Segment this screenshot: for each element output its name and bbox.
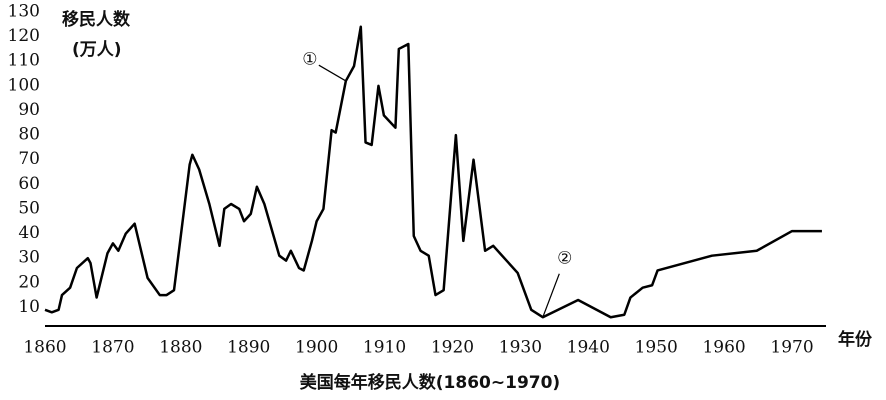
x-tick-label: 1930: [499, 338, 542, 358]
annotation-leader: [318, 64, 347, 82]
x-tick-label: 1870: [91, 338, 134, 358]
y-label: 移民人数: [62, 9, 131, 30]
y-tick-label: 50: [18, 198, 40, 218]
annotation-leader: [542, 273, 560, 318]
y-tick-label: 120: [8, 26, 40, 46]
y-tick-label: 90: [18, 100, 40, 120]
x-tick-label: 1970: [770, 338, 813, 358]
x-tick-label: 1940: [567, 338, 610, 358]
x-tick-label: 1960: [702, 338, 745, 358]
x-tick-label: 1860: [23, 338, 66, 358]
x-tick-label: 1890: [227, 338, 270, 358]
y-tick-label: 10: [18, 297, 40, 317]
y-tick-label: 60: [18, 174, 40, 194]
y-tick-label: 110: [8, 51, 40, 71]
x-label: 年份: [838, 329, 873, 350]
x-tick-label: 1920: [431, 338, 474, 358]
y-tick-label: 70: [18, 149, 40, 169]
y-tick-label: 80: [18, 125, 40, 145]
data-line: [44, 25, 822, 319]
x-tick-label: 1900: [295, 338, 338, 358]
y-unit: (万人): [72, 40, 122, 60]
y-tick-label: 100: [8, 75, 40, 95]
chart-title: 美国每年移民人数(1860~1970): [300, 372, 560, 393]
y-tick-label: 20: [18, 272, 40, 292]
y-tick-label: 40: [18, 223, 40, 243]
x-tick-label: 1910: [363, 338, 406, 358]
annotation: ①: [302, 49, 317, 69]
x-tick-label: 1880: [159, 338, 202, 358]
x-tick-label: 1950: [635, 338, 678, 358]
annotation: ②: [557, 249, 572, 269]
y-tick-label: 130: [8, 2, 40, 22]
y-tick-label: 30: [18, 248, 40, 268]
